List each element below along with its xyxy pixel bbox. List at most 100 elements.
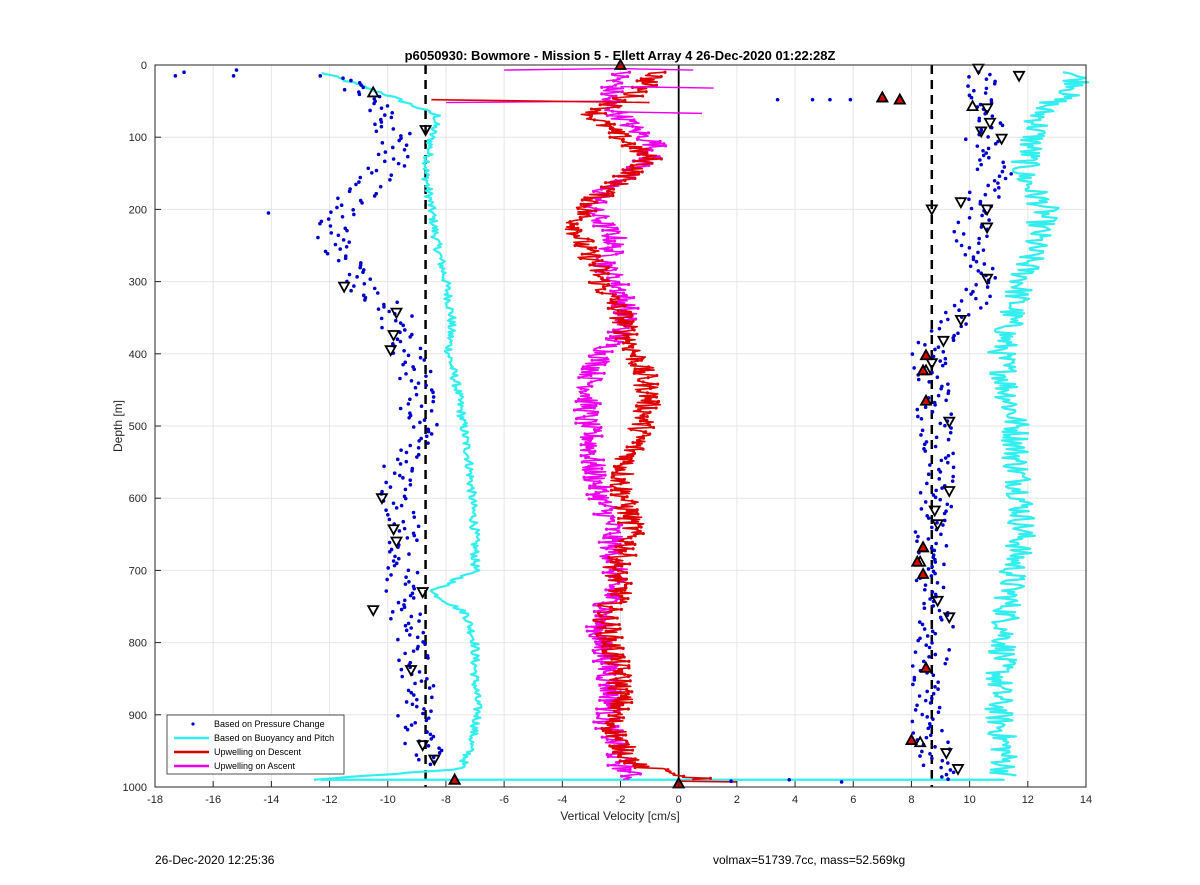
pressure-point <box>941 349 946 354</box>
pressure-point <box>390 145 395 150</box>
descent-point <box>582 204 587 209</box>
pressure-point <box>929 574 934 578</box>
pressure-point <box>426 656 430 660</box>
pressure-point <box>940 617 944 622</box>
pressure-point <box>939 386 943 391</box>
red-triangle-marker <box>919 348 933 361</box>
ascent-point <box>618 287 622 291</box>
descent-point <box>666 768 670 772</box>
ascent-point <box>592 224 596 228</box>
descent-point <box>568 220 572 224</box>
pressure-point <box>967 190 972 195</box>
pressure-point <box>396 556 401 561</box>
descent-point <box>617 696 621 700</box>
descent-point <box>636 152 640 157</box>
descent-point <box>651 425 656 430</box>
ascent-point <box>611 538 616 542</box>
descent-point <box>628 146 632 150</box>
red-triangle-marker <box>919 393 933 406</box>
pressure-point <box>410 314 414 318</box>
pressure-point <box>943 310 948 315</box>
descent-point <box>633 534 637 538</box>
descent-point <box>638 529 642 534</box>
descent-point <box>614 737 618 741</box>
down-triangle-marker <box>416 587 430 599</box>
bottom-spike <box>678 780 737 783</box>
descent-point <box>586 237 590 241</box>
descent-point <box>604 731 608 735</box>
down-triangle-marker <box>954 197 968 210</box>
ascent-point <box>626 326 630 330</box>
pressure-point <box>916 414 920 419</box>
ascent-point <box>662 142 666 146</box>
ascent-point <box>617 280 621 284</box>
pressure-point <box>408 593 413 598</box>
ascent-point <box>605 113 610 118</box>
pressure-point <box>417 757 421 762</box>
descent-point <box>623 549 627 553</box>
pressure-point <box>372 194 377 198</box>
pressure-point <box>401 519 406 524</box>
descent-point <box>648 386 653 391</box>
descent-point <box>601 269 605 274</box>
pressure-point <box>993 276 998 280</box>
descent-point <box>589 107 594 111</box>
pressure-point <box>437 746 441 750</box>
pressure-point <box>933 560 938 564</box>
pressure-point <box>409 614 414 619</box>
descent-point <box>682 774 686 778</box>
pressure-point <box>936 687 940 691</box>
pressure-point <box>358 265 362 270</box>
series-layer <box>173 67 1090 784</box>
pressure-point <box>374 129 379 134</box>
pressure-point <box>984 301 989 306</box>
ascent-point <box>617 341 621 345</box>
pressure-point <box>981 248 986 252</box>
pressure-point <box>397 473 402 478</box>
pressure-point <box>946 777 950 782</box>
pressure-point <box>395 337 400 342</box>
ascent-point <box>606 87 610 92</box>
pressure-point <box>423 642 427 646</box>
pressure-point <box>435 422 439 427</box>
surface-spike <box>431 98 650 104</box>
pressure-point <box>413 720 418 725</box>
pressure-point <box>336 196 340 201</box>
pressure-point <box>975 167 980 172</box>
pressure-point <box>926 726 931 731</box>
ascent-point <box>616 724 620 728</box>
y-tick-label: 200 <box>129 204 147 216</box>
pressure-point <box>344 244 349 249</box>
ascent-point <box>602 692 606 696</box>
pressure-point <box>982 262 987 266</box>
pressure-point <box>936 680 940 684</box>
pressure-point <box>983 91 988 95</box>
descent-point <box>624 577 629 581</box>
pressure-point <box>406 568 411 573</box>
pressure-point <box>336 258 341 263</box>
descent-point <box>613 566 617 570</box>
ascent-point <box>592 406 596 410</box>
ascent-point <box>616 529 620 534</box>
pressure-point <box>404 575 408 579</box>
ascent-point <box>592 482 596 486</box>
descent-point <box>623 304 627 308</box>
descent-point <box>639 525 643 529</box>
pressure-point <box>417 619 421 623</box>
ascent-point <box>604 200 608 204</box>
legend-box <box>166 714 345 775</box>
pressure-point <box>405 154 410 159</box>
pressure-point <box>349 78 353 83</box>
descent-point <box>641 81 645 85</box>
pressure-point <box>384 508 388 512</box>
descent-point <box>632 501 637 505</box>
pressure-point <box>431 683 436 688</box>
pressure-point <box>935 581 940 585</box>
pressure-point <box>933 444 938 449</box>
descent-point <box>639 148 643 152</box>
pressure-point <box>979 306 983 310</box>
ascent-point <box>606 592 611 596</box>
ascent-point <box>600 85 604 89</box>
descent-point <box>612 724 616 728</box>
pressure-point <box>938 497 942 502</box>
